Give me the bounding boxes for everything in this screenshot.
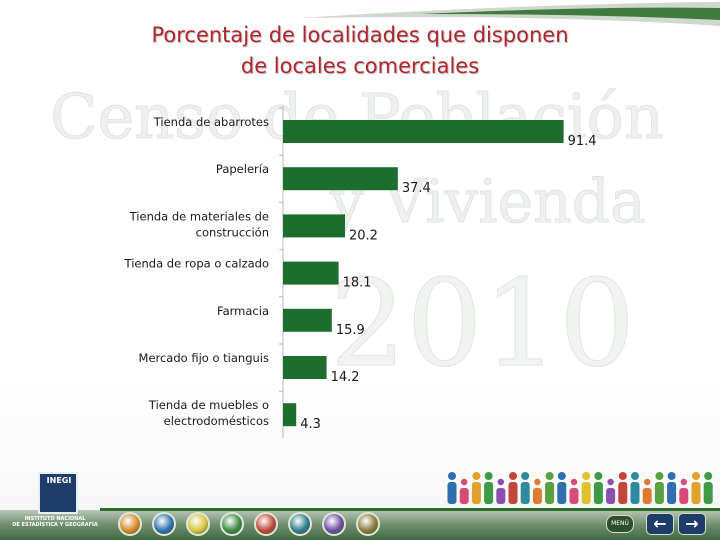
chart-title: Porcentaje de localidades que disponen d… — [60, 20, 660, 82]
menu-button[interactable]: MENÚ — [606, 515, 634, 533]
data-label-6: 4.3 — [300, 417, 321, 432]
person-figure-icon — [459, 478, 469, 504]
bar-5 — [283, 356, 327, 379]
forward-arrow-button[interactable]: → — [678, 513, 706, 535]
inegi-logo-text-line-1: INSTITUTO NACIONAL — [24, 516, 86, 522]
nav-circle-icon[interactable] — [288, 512, 312, 536]
data-label-1: 37.4 — [402, 181, 431, 196]
people-row-icon — [447, 472, 713, 504]
category-label-1: Papelería — [216, 162, 269, 176]
category-label-6-line-0: Tienda de muebles o — [148, 398, 269, 412]
nav-circle-icon[interactable] — [322, 512, 346, 536]
person-figure-icon — [484, 472, 494, 504]
nav-circle-icon[interactable] — [152, 512, 176, 536]
person-figure-icon — [654, 472, 664, 504]
person-figure-icon — [618, 472, 628, 504]
data-label-4: 15.9 — [336, 323, 365, 338]
person-figure-icon — [703, 472, 713, 504]
person-figure-icon — [679, 478, 689, 504]
nav-circle-icon[interactable] — [254, 512, 278, 536]
category-label-2-line-1: construcción — [196, 225, 269, 239]
category-label-5: Mercado fijo o tianguis — [139, 351, 269, 365]
person-figure-icon — [581, 472, 591, 504]
inegi-logo-text: INSTITUTO NACIONAL DE ESTADÍSTICA Y GEOG… — [8, 516, 102, 528]
person-figure-icon — [532, 478, 542, 504]
person-figure-icon — [496, 478, 506, 504]
category-label-3: Tienda de ropa o calzado — [124, 257, 269, 271]
person-figure-icon — [447, 472, 457, 504]
bar-6 — [283, 403, 297, 427]
person-figure-icon — [691, 472, 701, 504]
bar-2 — [283, 214, 346, 238]
data-label-0: 91.4 — [568, 134, 597, 149]
chart-title-line-1: Porcentaje de localidades que disponen — [151, 23, 569, 47]
category-label-4: Farmacia — [217, 304, 269, 318]
top-swoosh-decoration — [300, 2, 720, 26]
person-figure-icon — [642, 478, 652, 504]
inegi-logo-text-line-2: DE ESTADÍSTICA Y GEOGRAFÍA — [12, 522, 98, 528]
nav-circle-icon[interactable] — [186, 512, 210, 536]
person-figure-icon — [520, 472, 530, 504]
person-figure-icon — [593, 472, 603, 504]
person-figure-icon — [569, 478, 579, 504]
person-figure-icon — [471, 472, 481, 504]
person-figure-icon — [557, 472, 567, 504]
person-figure-icon — [630, 472, 640, 504]
inegi-logo: INEGI INSTITUTO NACIONAL DE ESTADÍSTICA … — [8, 472, 98, 534]
chart-title-line-2: de locales comerciales — [240, 54, 480, 78]
person-figure-icon — [545, 472, 555, 504]
data-label-3: 18.1 — [343, 276, 372, 291]
bar-4 — [283, 308, 332, 332]
category-label-2-line-0: Tienda de materiales de — [129, 209, 269, 223]
bar-0 — [283, 120, 564, 143]
back-arrow-button[interactable]: ← — [646, 513, 674, 535]
person-figure-icon — [606, 478, 616, 504]
data-label-2: 20.2 — [349, 228, 378, 243]
nav-circle-icon[interactable] — [118, 512, 142, 536]
footer: INEGI INSTITUTO NACIONAL DE ESTADÍSTICA … — [0, 460, 720, 540]
nav-circle-icon[interactable] — [220, 512, 244, 536]
nav-icon-row — [118, 510, 388, 538]
bar-1 — [283, 167, 398, 191]
inegi-logo-box: INEGI — [38, 472, 78, 514]
person-figure-icon — [667, 472, 677, 504]
data-label-5: 14.2 — [331, 370, 360, 385]
footer-band-line — [100, 508, 720, 511]
category-label-0: Tienda de abarrotes — [153, 115, 269, 129]
inegi-logo-mark: INEGI — [46, 476, 72, 485]
bar-3 — [283, 261, 339, 285]
person-figure-icon — [508, 472, 518, 504]
nav-circle-icon[interactable] — [356, 512, 380, 536]
category-label-6-line-1: electrodomésticos — [164, 414, 269, 428]
